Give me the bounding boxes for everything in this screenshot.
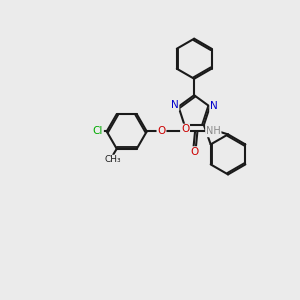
Text: O: O xyxy=(158,126,166,136)
Text: CH₃: CH₃ xyxy=(105,155,122,164)
Text: O: O xyxy=(190,147,199,157)
Text: O: O xyxy=(181,124,189,134)
Text: N: N xyxy=(210,101,218,111)
Text: N: N xyxy=(171,100,178,110)
Text: NH: NH xyxy=(206,126,221,136)
Text: Cl: Cl xyxy=(93,126,103,136)
